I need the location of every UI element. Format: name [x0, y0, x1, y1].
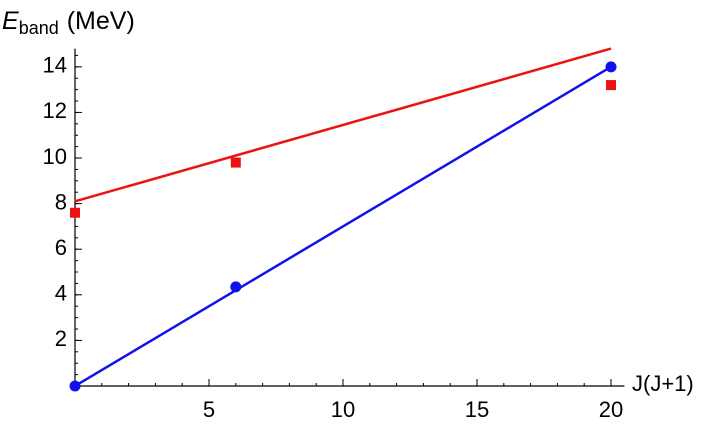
data-point: [605, 61, 617, 73]
data-point: [70, 207, 80, 218]
y-axis-label: Eband (MeV): [2, 7, 135, 38]
data-point: [606, 80, 616, 91]
y-tick-label: 8: [55, 189, 67, 214]
x-axis-label: J(J+1): [632, 371, 694, 396]
y-tick-label: 14: [43, 53, 67, 78]
x-tick-label: 10: [331, 397, 355, 422]
y-label-symbol: E: [2, 7, 19, 35]
y-tick-label: 6: [55, 235, 67, 260]
y-tick-label: 12: [43, 98, 67, 123]
y-tick-label: 10: [43, 144, 67, 169]
x-tick-label: 20: [599, 397, 623, 422]
x-tick-label: 15: [465, 397, 489, 422]
y-tick-label: 4: [55, 281, 67, 306]
data-point: [230, 157, 241, 168]
y-tick-label: 2: [55, 326, 67, 351]
x-tick-label: 5: [203, 397, 215, 422]
fit-line: [74, 65, 612, 388]
data-point: [69, 380, 81, 392]
y-label-subscript: band: [19, 18, 59, 38]
fit-line: [74, 47, 612, 203]
y-label-unit: (MeV): [67, 7, 135, 35]
data-point: [230, 281, 242, 293]
